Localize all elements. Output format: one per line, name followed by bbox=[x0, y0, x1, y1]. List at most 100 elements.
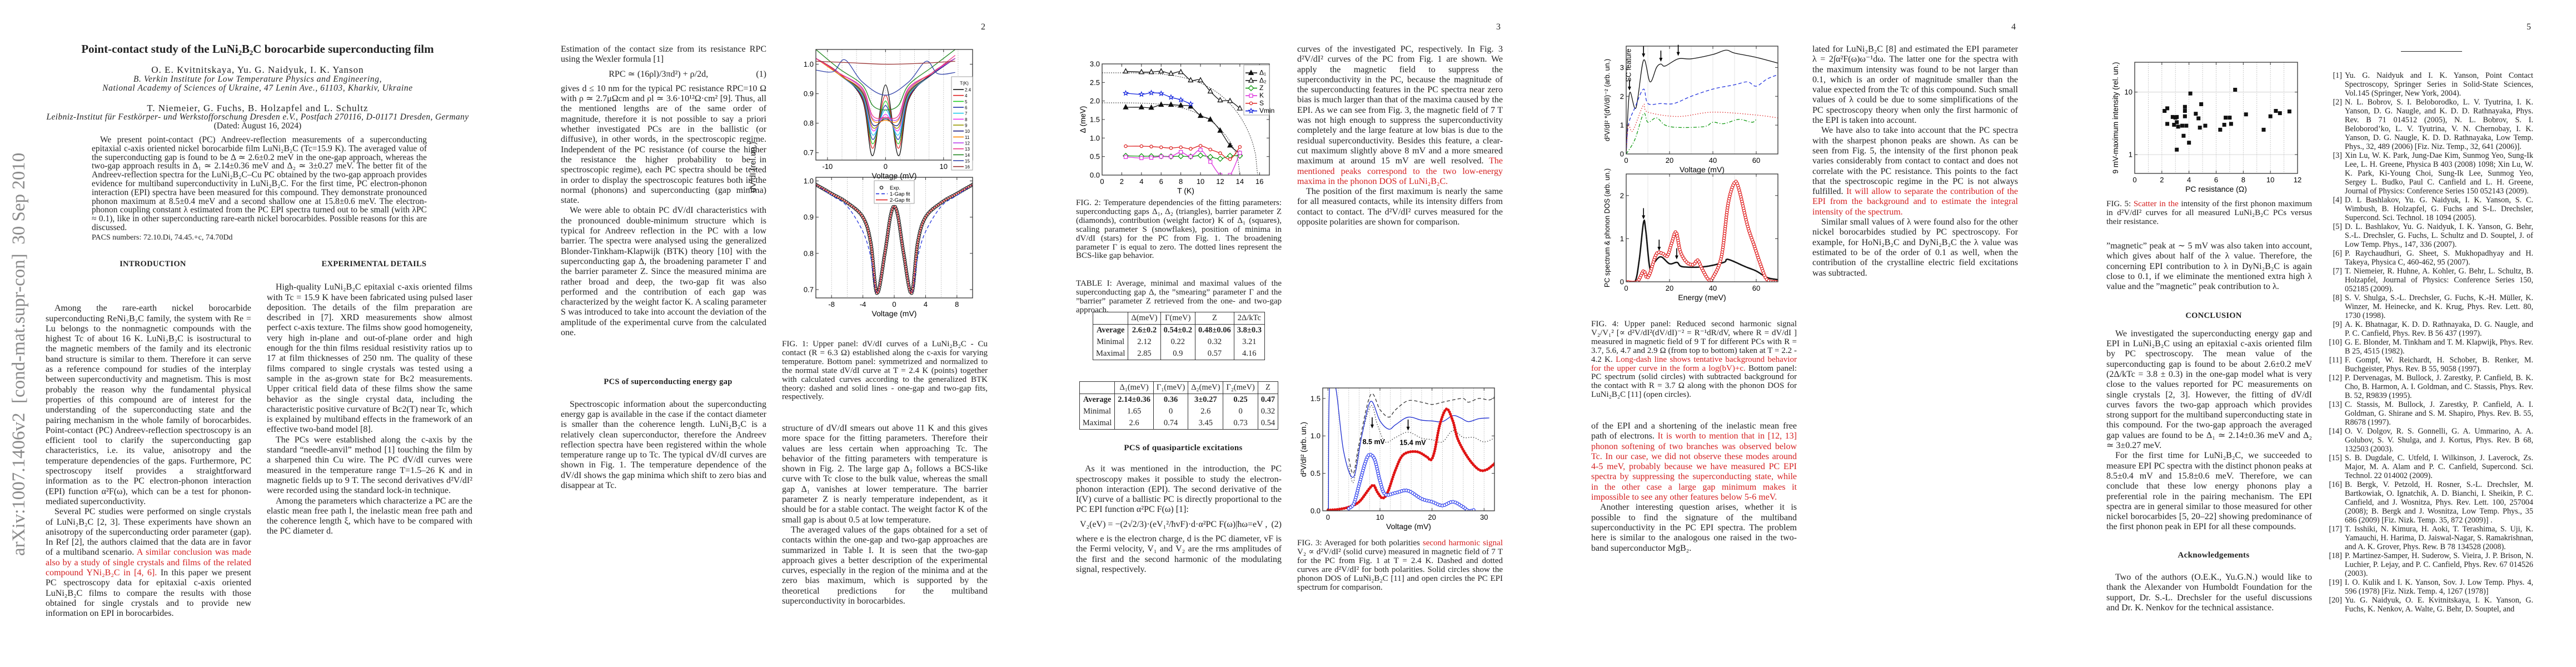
fig2-caption: FIG. 2: Temperature dependencies of the … bbox=[1076, 198, 1282, 261]
series-line bbox=[1125, 71, 1240, 109]
data-point-dot-filled bbox=[1641, 237, 1643, 239]
series-group bbox=[2163, 87, 2291, 152]
x-tick-label: 4 bbox=[1139, 177, 1143, 186]
data-point-dot-filled bbox=[1771, 278, 1773, 280]
column-header: Δ₁(meV) bbox=[1114, 381, 1154, 394]
page-number: 5 bbox=[2527, 22, 2531, 32]
reference-number: [3] bbox=[2333, 151, 2342, 160]
data-point-dot-filled bbox=[1637, 264, 1640, 266]
table-cell: 0 bbox=[1223, 406, 1258, 417]
data-point-dot-filled bbox=[1639, 251, 1641, 252]
data-point-dot-filled bbox=[1641, 233, 1643, 236]
paragraph: of the EPI and a shortening of the inela… bbox=[1591, 421, 1797, 502]
data-point-square-open bbox=[1169, 155, 1173, 159]
data-point-circle-open bbox=[1159, 145, 1163, 150]
legend-item: 6 bbox=[953, 106, 968, 111]
data-point-dot-filled bbox=[1640, 247, 1642, 249]
legend-item: 9 bbox=[953, 123, 968, 128]
paragraph: curves of the investigated PC, respectiv… bbox=[1297, 44, 1503, 187]
data-point-square-filled bbox=[2274, 109, 2278, 113]
data-point-tri-open bbox=[1158, 68, 1164, 74]
data-point-dot-filled bbox=[1631, 282, 1633, 284]
data-point-dot-filled bbox=[1685, 266, 1687, 268]
column-left: of the EPI and a shortening of the inela… bbox=[1591, 421, 1797, 663]
data-point-dot-filled bbox=[1687, 266, 1689, 268]
y-axis-label: 9 mV-maximum intensity (rel. un.) bbox=[2111, 62, 2120, 173]
data-point-dot-filled bbox=[1683, 266, 1685, 268]
page-3: 3 0 2 4 6 8 10 12 14 16 0.0 0.5 1.0 1.5 2.0 2.5 3.0 T (K… bbox=[1030, 0, 1546, 667]
plot-area: 0 20 40 60 0 1 2 Energy (meV) PC spectrum & phon… bbox=[1603, 168, 1778, 302]
x-tick-label: 10 bbox=[1376, 513, 1384, 521]
series-line bbox=[816, 184, 973, 294]
data-point-dot-filled bbox=[1640, 246, 1642, 248]
data-point-circle-open bbox=[1189, 147, 1193, 151]
reference-item: [19] I. O. Kulik and I. K. Yanson, Sov. J… bbox=[2328, 578, 2533, 596]
table2: Δ₁(meV) Γ₁(meV) Δ₂(meV) Γ₂(meV) Z Average 2.14… bbox=[1079, 381, 1279, 430]
y-tick-label: 0.5 bbox=[1090, 152, 1100, 161]
table-cell: 2.14±0.36 bbox=[1114, 394, 1154, 406]
data-point-dot-filled bbox=[1645, 229, 1647, 231]
data-point-dot-filled bbox=[1644, 222, 1646, 224]
data-point-tri-open bbox=[1148, 68, 1154, 74]
y-tick-label: 0.0 bbox=[1311, 507, 1321, 515]
plot-area: 0 10 20 30 0.0 0.5 1.0 1.5 Voltage (mV) d²V/dI² (… bbox=[1299, 387, 1495, 531]
data-point-dot-filled bbox=[1706, 265, 1708, 267]
y-tick-label: 2.0 bbox=[1090, 97, 1100, 105]
legend-label: 8 bbox=[965, 117, 968, 122]
data-point-dot-filled bbox=[1644, 224, 1646, 226]
reference-item: [18] P. Martinez-Samper, H. Suderow, S. V… bbox=[2328, 551, 2533, 578]
table-cell: 3±0.27 bbox=[1188, 394, 1224, 406]
data-point-circle-filled bbox=[1391, 477, 1394, 481]
reference-item: [5] D. L. Bashlakov, Yu. G. Naidyuk, I. K… bbox=[2328, 222, 2533, 249]
data-point-dot-filled bbox=[1645, 234, 1647, 236]
data-point-circle-filled bbox=[1394, 466, 1398, 470]
x-tick-label: 40 bbox=[1709, 284, 1717, 292]
data-point-dot-filled bbox=[1646, 241, 1648, 243]
data-point-square-filled bbox=[2175, 115, 2179, 119]
y-axis-label: d²V/dI² *(dV/dI)⁻² (arb. un.) bbox=[1603, 59, 1611, 141]
paragraph: We were able to obtain PC dV/dI characte… bbox=[561, 206, 766, 338]
plot-area: -8 -4 0 4 8 0.7 0.8 0.9 1.0 Voltage (mV) Exp.1-Gap… bbox=[804, 177, 973, 318]
x-tick-label: 4 bbox=[2187, 176, 2191, 184]
legend-label: 16 bbox=[965, 165, 970, 170]
reference-number: [20] bbox=[2329, 596, 2342, 605]
x-tick-label: -4 bbox=[860, 300, 866, 308]
legend-label: 13 bbox=[965, 147, 970, 152]
data-point-square-filled bbox=[2188, 91, 2193, 96]
column-header bbox=[1093, 312, 1129, 325]
paragraph: The position of the first maximum is nea… bbox=[1297, 187, 1503, 227]
legend-item: 1-Gap fit bbox=[876, 191, 910, 197]
reference-text: G. E. Blonder, M. Tinkham and T. M. Klap… bbox=[2345, 338, 2533, 356]
reference-text: P. Raychaudhuri, G. Sheet, S. Mukhopadhy… bbox=[2345, 249, 2533, 267]
data-point-star-open bbox=[1178, 96, 1184, 103]
data-point-circle-filled bbox=[1452, 421, 1455, 425]
paragraph: lated for LuNi₂B₂C [8] and estimated the… bbox=[1812, 44, 2018, 126]
data-point-star-open bbox=[1248, 107, 1254, 114]
legend-label: 9 bbox=[965, 123, 968, 128]
y-tick-label: 0.7 bbox=[804, 286, 814, 294]
data-point-dot-filled bbox=[1644, 223, 1646, 225]
data-point-square-filled bbox=[2184, 123, 2189, 128]
annotation: 8.5 mV bbox=[1363, 438, 1386, 446]
column-left: PCS of quasiparticle excitations As it w… bbox=[1076, 443, 1282, 665]
x-tick-label: 2 bbox=[2160, 176, 2164, 184]
data-point-circle-filled bbox=[1441, 415, 1444, 419]
data-point-square-filled bbox=[2268, 114, 2273, 118]
data-point-dot-filled bbox=[1636, 275, 1638, 277]
section-heading-quasiparticle: PCS of quasiparticle excitations bbox=[1124, 444, 1243, 452]
table-cell: 0.54 bbox=[1257, 417, 1279, 430]
reference-item: [16] B. Bergk, V. Petzold, H. Rosner, S.-… bbox=[2328, 480, 2533, 525]
data-point-circle-filled bbox=[1434, 442, 1438, 446]
reference-item: [11] F. Gompf, W. Reichardt, H. Schober, … bbox=[2328, 356, 2533, 374]
section-heading-acknowledgements: Acknowledgements bbox=[2178, 550, 2250, 560]
data-point-circle-open bbox=[1208, 147, 1213, 152]
data-point-dot-filled bbox=[1641, 238, 1642, 241]
data-point-circle-filled bbox=[1437, 427, 1441, 430]
data-point-circle-filled bbox=[1435, 438, 1438, 441]
x-tick-label: 0 bbox=[2132, 176, 2136, 184]
highlighted-text: The mentioned peaks correspond to the tw… bbox=[1297, 156, 1503, 186]
data-point-circle-filled bbox=[1432, 452, 1436, 455]
y-tick-label: 10 bbox=[2125, 88, 2132, 96]
arrow-icon bbox=[1370, 424, 1374, 429]
data-point-square-filled bbox=[2181, 133, 2186, 138]
